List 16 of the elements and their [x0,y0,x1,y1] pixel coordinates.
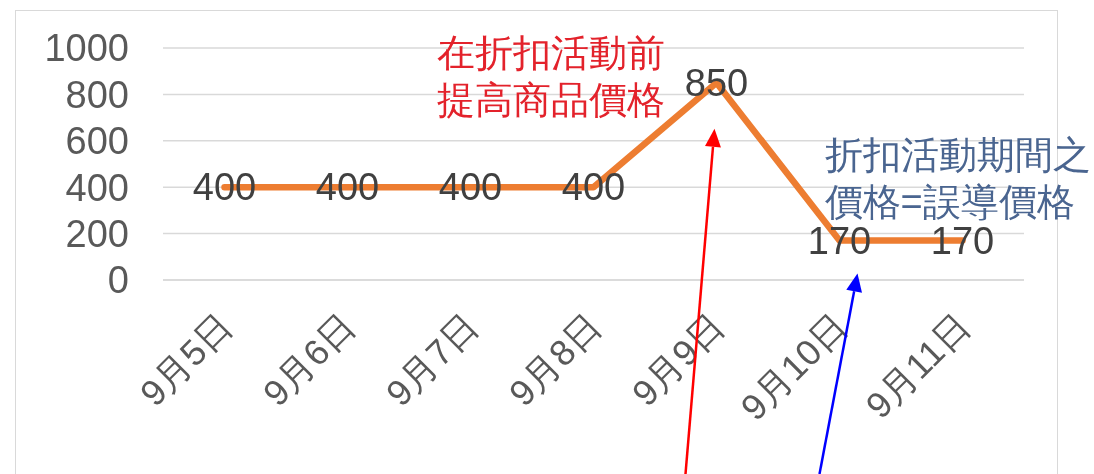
annotation: 在折扣活動前提高商品價格 [436,30,666,123]
x-tick-label: 9月6日 [254,305,364,414]
x-tick-label: 9月8日 [500,305,610,414]
y-tick-label: 0 [107,259,129,302]
data-label: 400 [192,166,257,209]
y-tick-label: 1000 [44,27,129,70]
y-tick-label: 400 [65,166,129,209]
x-tick-label: 9月5日 [131,305,241,414]
y-tick-label: 800 [65,73,129,116]
x-tick-label: 9月10日 [732,305,856,429]
y-tick-label: 200 [65,213,129,256]
data-label: 850 [684,61,749,104]
x-tick-label: 9月11日 [857,305,979,427]
x-tick-label: 9月7日 [377,305,487,414]
y-tick-label: 600 [65,120,129,163]
annotation: 折扣活動期間之價格=誤導價格 [824,132,1092,225]
